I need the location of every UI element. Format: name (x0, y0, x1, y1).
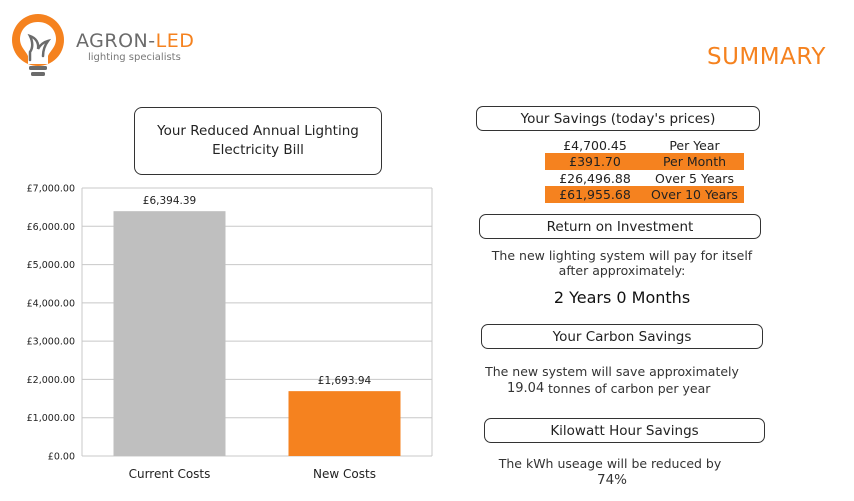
y-tick-label: £6,000.00 (27, 222, 75, 233)
y-tick-label: £2,000.00 (27, 375, 75, 386)
y-tick-label: £5,000.00 (27, 260, 75, 271)
brand-name-part1: AGRON- (76, 30, 156, 52)
chart-title: Your Reduced Annual Lighting Electricity… (134, 107, 382, 175)
y-tick-label: £0.00 (48, 452, 75, 463)
savings-amount: £391.70 (569, 154, 621, 169)
bar (288, 391, 401, 456)
roi-heading: Return on Investment (479, 214, 761, 239)
savings-row: £61,955.68 Over 10 Years (545, 186, 744, 203)
x-tick-label: New Costs (313, 467, 376, 481)
carbon-value: 19.04 (507, 381, 545, 396)
kwh-heading: Kilowatt Hour Savings (484, 418, 765, 443)
savings-amount: £61,955.68 (559, 187, 631, 202)
y-tick-label: £7,000.00 (27, 184, 75, 195)
carbon-unit-text: tonnes of carbon per year (548, 381, 711, 396)
savings-row: £26,496.88 Over 5 Years (545, 170, 744, 187)
kwh-description: The kWh useage will be reduced by (498, 456, 722, 471)
savings-period: Per Month (662, 154, 727, 169)
savings-amount: £26,496.88 (559, 171, 631, 186)
data-label: £6,394.39 (143, 195, 196, 207)
savings-amount: £4,700.45 (563, 138, 627, 153)
savings-period: Over 5 Years (655, 171, 734, 186)
annual-bill-bar-chart: £0.00 £1,000.00 £2,000.00 £3,000.00 £4,000.0… (27, 184, 433, 481)
page-title: SUMMARY (707, 44, 826, 70)
brand-name-part2: LED (155, 30, 195, 52)
savings-row: £391.70 Per Month (545, 153, 744, 170)
bar (113, 211, 226, 456)
savings-period: Per Year (669, 138, 720, 153)
y-tick-label: £4,000.00 (27, 298, 75, 309)
y-tick-label: £1,000.00 (27, 413, 75, 424)
savings-row: £4,700.45 Per Year (545, 137, 744, 154)
x-tick-label: Current Costs (129, 467, 211, 481)
kwh-value: 74% (596, 472, 627, 488)
brand-tagline: lighting specialists (88, 52, 181, 63)
savings-heading: Your Savings (today's prices) (476, 106, 760, 131)
roi-description: The new lighting system will pay for its… (491, 248, 753, 278)
lightbulb-logo-icon (12, 14, 64, 76)
brand-name: AGRON-LED (76, 30, 194, 52)
carbon-heading: Your Carbon Savings (481, 324, 763, 349)
savings-period: Over 10 Years (651, 187, 738, 202)
data-label: £1,693.94 (318, 375, 372, 387)
carbon-description: The new system will save approximately (485, 364, 739, 379)
roi-value: 2 Years 0 Months (553, 288, 691, 307)
y-tick-label: £3,000.00 (27, 337, 75, 348)
